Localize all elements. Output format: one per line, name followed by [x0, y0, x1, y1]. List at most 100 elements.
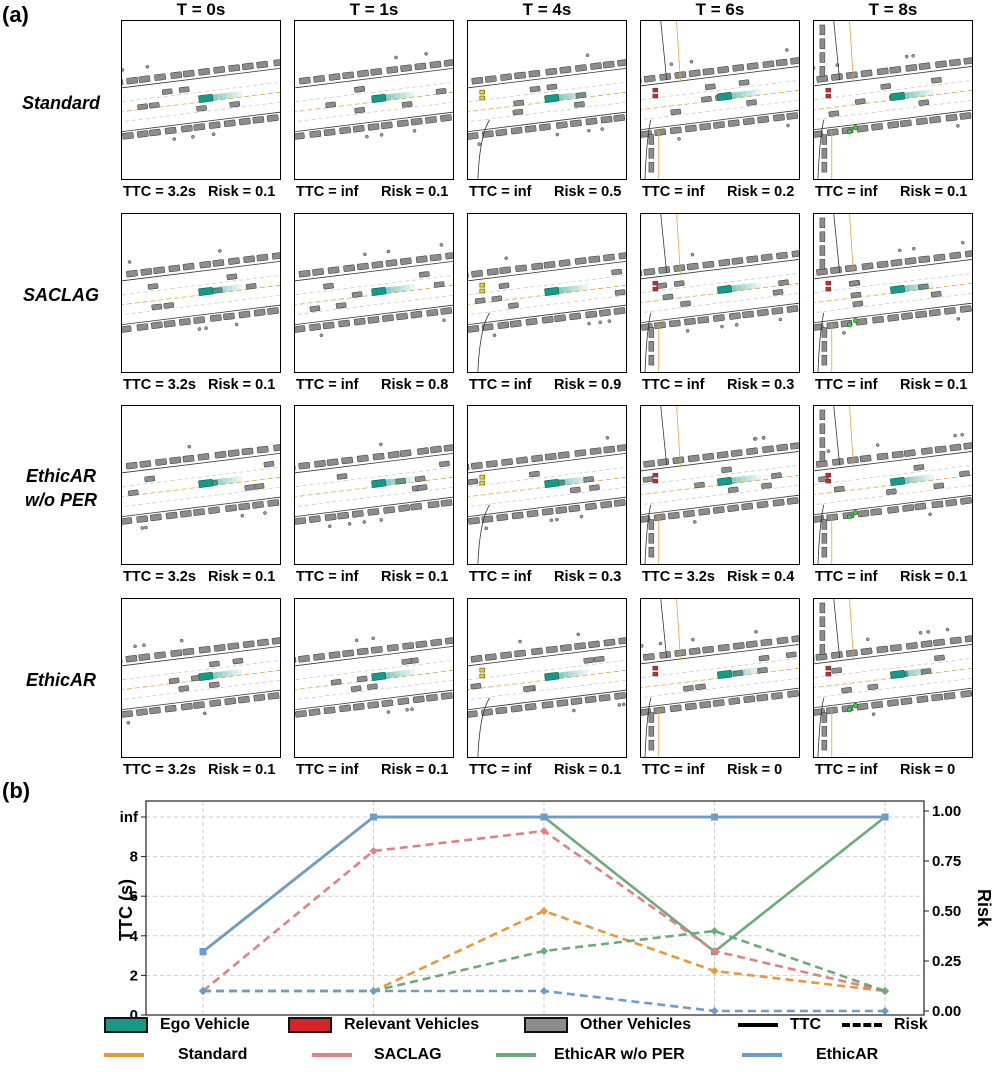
risk-caption: Risk = 0.5 [554, 184, 621, 200]
ttc-caption: TTC = 3.2s [123, 377, 196, 393]
legend-ego-swatch [104, 1017, 148, 1033]
risk-caption: Risk = 0.1 [900, 377, 967, 393]
ttc-caption: TTC = 3.2s [642, 569, 715, 585]
row-label-line: w/o PER [6, 488, 116, 512]
left-tick-label: 8 [130, 849, 138, 866]
scenario-snapshot [294, 20, 454, 180]
scenario-snapshot [813, 405, 973, 565]
data-point [370, 987, 378, 995]
scenario-snapshot [640, 598, 800, 758]
left-tick-label: 2 [130, 967, 138, 984]
legend-relevant-swatch [288, 1017, 332, 1033]
legend-risk-label: Risk [894, 1016, 928, 1034]
risk-caption: Risk = 0.1 [381, 762, 448, 778]
panel-a-label: (a) [2, 2, 29, 28]
ttc-caption: TTC = inf [469, 184, 531, 200]
legend-other: Other Vehicles [524, 1016, 691, 1034]
scenario-snapshot [813, 213, 973, 373]
column-header: T = 4s [467, 0, 627, 20]
data-point [540, 907, 548, 915]
row-label-line: EthicAR [6, 464, 116, 488]
column-header: T = 6s [640, 0, 800, 20]
column-header: T = 8s [813, 0, 973, 20]
data-point [541, 814, 548, 821]
risk-caption: Risk = 0.1 [381, 569, 448, 585]
ttc-caption: TTC = 3.2s [123, 762, 196, 778]
data-point [200, 948, 207, 955]
right-axis-title: Risk [974, 889, 994, 928]
risk-caption: Risk = 0 [727, 762, 782, 778]
scenario-snapshot [640, 20, 800, 180]
scenario-snapshot [467, 20, 627, 180]
legend-saclag: SACLAG [312, 1046, 442, 1064]
legend-ethicar-line [742, 1053, 782, 1057]
column-header: T = 1s [294, 0, 454, 20]
risk-caption: Risk = 0.2 [727, 184, 794, 200]
legend-other-label: Other Vehicles [580, 1016, 691, 1034]
risk-caption: Risk = 0.4 [727, 569, 794, 585]
data-point [540, 987, 548, 995]
legend-ethicar-wo-per-line [496, 1053, 536, 1057]
scenario-snapshot [121, 213, 281, 373]
data-point [370, 814, 377, 821]
scenario-snapshot [813, 20, 973, 180]
ttc-caption: TTC = inf [469, 377, 531, 393]
row-label-line: Standard [6, 91, 116, 115]
legend-standard-label: Standard [178, 1046, 247, 1064]
risk-caption: Risk = 0 [900, 762, 955, 778]
row-label: Standard [6, 91, 116, 115]
ttc-caption: TTC = inf [642, 762, 704, 778]
legend-row-1: Ego Vehicle Relevant Vehicles Other Vehi… [0, 1016, 996, 1042]
legend-ttc-line [738, 1023, 778, 1027]
scenario-snapshot [294, 213, 454, 373]
legend-ethicar-label: EthicAR [816, 1046, 878, 1064]
scenario-snapshot [294, 405, 454, 565]
scenario-snapshot [467, 213, 627, 373]
ttc-caption: TTC = inf [642, 184, 704, 200]
ttc-caption: TTC = inf [815, 377, 877, 393]
risk-caption: Risk = 0.3 [727, 377, 794, 393]
legend-ego: Ego Vehicle [104, 1016, 250, 1034]
legend-row-2: Standard SACLAG EthicAR w/o PER EthicAR [0, 1046, 996, 1072]
ttc-caption: TTC = inf [296, 762, 358, 778]
risk-caption: Risk = 0.1 [208, 569, 275, 585]
scenario-snapshot [121, 598, 281, 758]
legend-ethicar: EthicAR [742, 1046, 878, 1064]
risk-caption: Risk = 0.9 [554, 377, 621, 393]
ttc-caption: TTC = inf [296, 377, 358, 393]
legend-ttc-label: TTC [790, 1016, 821, 1034]
row-label: SACLAG [6, 283, 116, 307]
data-point [370, 847, 378, 855]
ttc-caption: TTC = inf [815, 762, 877, 778]
risk-caption: Risk = 0.1 [554, 762, 621, 778]
scenario-snapshot [640, 213, 800, 373]
data-point [882, 814, 889, 821]
legend-saclag-line [312, 1053, 352, 1057]
right-tick-label: 0.50 [932, 903, 961, 920]
left-tick-label: inf [120, 809, 139, 826]
right-tick-label: 1.00 [932, 803, 961, 820]
legend-relevant: Relevant Vehicles [288, 1016, 479, 1034]
row-label: EthicAR [6, 668, 116, 692]
risk-caption: Risk = 0.1 [900, 184, 967, 200]
risk-caption: Risk = 0.1 [208, 377, 275, 393]
legend-standard-line [104, 1053, 144, 1057]
data-point [711, 1007, 719, 1015]
legend-relevant-label: Relevant Vehicles [344, 1016, 479, 1034]
legend-ttc: TTC [738, 1016, 821, 1034]
data-point [881, 987, 889, 995]
ttc-caption: TTC = 3.2s [123, 569, 196, 585]
ttc-caption: TTC = inf [469, 762, 531, 778]
series-line-ethicar-w-o-per-risk [203, 931, 885, 991]
scenario-snapshot [640, 405, 800, 565]
scenario-snapshot [294, 598, 454, 758]
row-label-line: SACLAG [6, 283, 116, 307]
legend-other-swatch [524, 1017, 568, 1033]
data-point [711, 814, 718, 821]
right-tick-label: 0.75 [932, 853, 961, 870]
legend-ethicar-wo-per: EthicAR w/o PER [496, 1046, 685, 1064]
right-tick-label: 0.25 [932, 953, 961, 970]
data-point [711, 927, 719, 935]
legend-saclag-label: SACLAG [374, 1046, 442, 1064]
